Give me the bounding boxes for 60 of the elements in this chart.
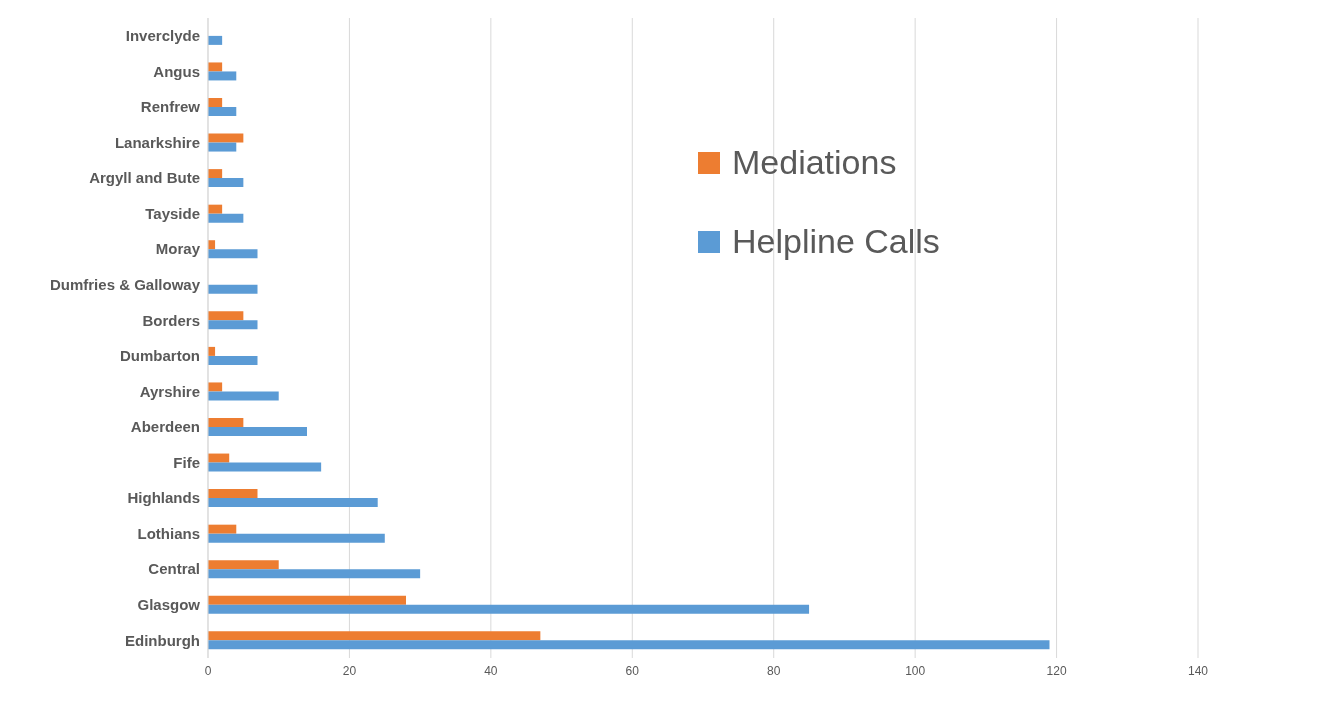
- y-tick-label: Aberdeen: [130, 418, 200, 436]
- bar: [208, 453, 230, 463]
- bar: [208, 311, 244, 321]
- bar: [208, 284, 258, 294]
- bar: [208, 355, 258, 365]
- y-tick-label: Borders: [142, 311, 200, 329]
- bar: [208, 98, 223, 107]
- bar: [208, 142, 237, 152]
- bar: [208, 595, 406, 605]
- bar: [208, 169, 223, 179]
- x-tick-label: 60: [625, 663, 640, 678]
- x-tick-label: 20: [342, 663, 357, 678]
- y-tick-label: Lanarkshire: [114, 133, 200, 151]
- bar: [208, 249, 258, 259]
- bar: [208, 320, 258, 330]
- x-tick-label: 120: [1046, 663, 1067, 678]
- bar: [208, 604, 810, 614]
- y-tick-label: Dumbarton: [120, 347, 200, 365]
- y-tick-label: Moray: [155, 240, 201, 258]
- y-tick-label: Lothians: [137, 524, 200, 542]
- bar: [208, 569, 421, 579]
- bar: [208, 418, 244, 427]
- bar: [208, 71, 237, 81]
- bar: [208, 178, 244, 188]
- x-tick-label: 0: [204, 663, 212, 678]
- y-tick-label: Glasgow: [137, 595, 201, 613]
- bar: [208, 524, 237, 534]
- bar: [208, 391, 279, 401]
- x-tick-label: 140: [1187, 663, 1209, 678]
- y-tick-label: Highlands: [127, 489, 200, 507]
- y-tick-label: Argyll and Bute: [89, 169, 200, 187]
- y-tick-label: Inverclyde: [125, 27, 200, 45]
- bar: [208, 640, 1050, 650]
- y-tick-label: Ayrshire: [139, 382, 200, 400]
- y-tick-label: Renfrew: [140, 98, 201, 116]
- bar: [208, 35, 223, 45]
- y-tick-label: Edinburgh: [125, 631, 200, 649]
- bar: [208, 631, 541, 641]
- bar: [208, 533, 385, 543]
- x-tick-label: 80: [767, 663, 781, 678]
- bar: [208, 498, 378, 508]
- bar: [208, 133, 244, 143]
- y-tick-label: Dumfries & Galloway: [49, 275, 201, 293]
- y-tick-label: Fife: [173, 453, 200, 471]
- bar: [208, 213, 244, 223]
- bar: [208, 489, 258, 499]
- x-tick-label: 100: [905, 663, 926, 678]
- bar: [208, 560, 279, 570]
- bar: [208, 427, 307, 436]
- y-tick-label: Central: [148, 560, 200, 578]
- x-tick-label: 40: [484, 663, 498, 678]
- bar: [208, 107, 237, 116]
- bar: [208, 204, 223, 214]
- y-tick-label: Angus: [153, 62, 200, 80]
- bar: [208, 462, 322, 472]
- y-tick-label: Tayside: [145, 204, 200, 222]
- legend-label: Helpline Calls: [732, 222, 940, 261]
- bar: [208, 382, 223, 392]
- legend-label: Mediations: [732, 143, 897, 182]
- bar: [208, 62, 223, 72]
